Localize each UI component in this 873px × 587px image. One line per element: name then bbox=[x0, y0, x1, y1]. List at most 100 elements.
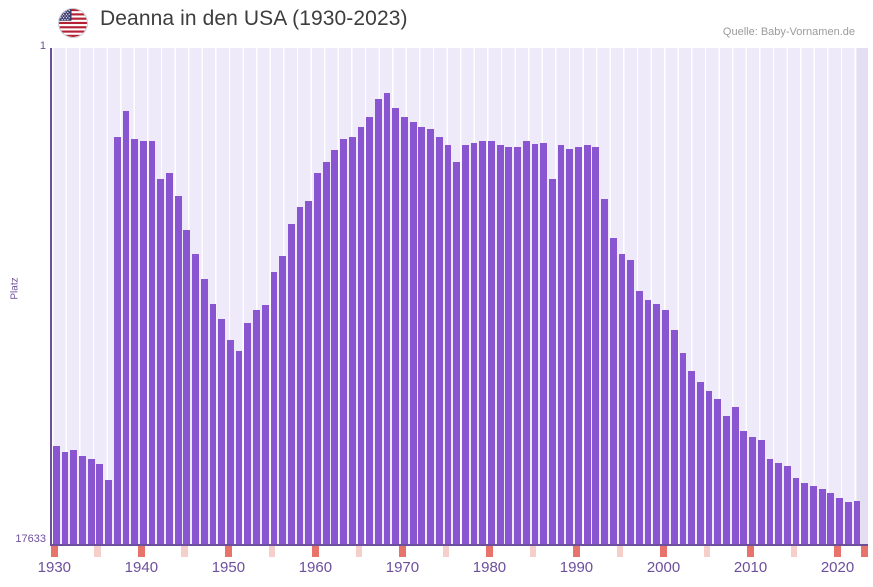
bar[interactable] bbox=[401, 117, 408, 545]
bar[interactable] bbox=[723, 416, 730, 545]
bar[interactable] bbox=[61, 452, 69, 545]
bar[interactable] bbox=[105, 480, 112, 545]
bar[interactable] bbox=[696, 382, 704, 545]
bar[interactable] bbox=[522, 141, 530, 545]
bar[interactable] bbox=[52, 446, 60, 545]
bar[interactable] bbox=[766, 459, 774, 545]
bar[interactable] bbox=[87, 459, 95, 545]
bar[interactable] bbox=[705, 391, 713, 545]
bar[interactable] bbox=[392, 108, 400, 545]
bar[interactable] bbox=[435, 137, 443, 545]
bar[interactable] bbox=[853, 501, 861, 545]
bar[interactable] bbox=[836, 498, 843, 545]
bar[interactable] bbox=[70, 450, 78, 545]
bar[interactable] bbox=[749, 437, 756, 545]
bar[interactable] bbox=[844, 502, 852, 545]
bar[interactable] bbox=[470, 143, 478, 545]
x-axis-labels: 1930 1940 1950 1960 1970 1980 1990 2000 2010 2020 bbox=[38, 559, 868, 583]
bar[interactable] bbox=[287, 224, 295, 545]
bar[interactable] bbox=[488, 141, 495, 545]
bar[interactable] bbox=[818, 489, 826, 545]
bar[interactable] bbox=[357, 127, 365, 545]
bar[interactable] bbox=[314, 173, 321, 545]
bar[interactable] bbox=[348, 137, 356, 545]
bar[interactable] bbox=[609, 238, 617, 545]
bar[interactable] bbox=[122, 111, 130, 545]
bar[interactable] bbox=[279, 256, 286, 545]
bar[interactable] bbox=[218, 319, 226, 545]
bar[interactable] bbox=[453, 162, 461, 545]
bar[interactable] bbox=[714, 399, 722, 545]
x-axis-tick-label: 1930 bbox=[37, 559, 72, 576]
bar[interactable] bbox=[209, 304, 217, 545]
bar[interactable] bbox=[366, 117, 373, 545]
bar[interactable] bbox=[757, 440, 765, 545]
bar[interactable] bbox=[305, 201, 313, 545]
bar[interactable] bbox=[235, 351, 243, 545]
bar[interactable] bbox=[635, 291, 643, 545]
bar[interactable] bbox=[253, 310, 260, 545]
bar[interactable] bbox=[618, 254, 626, 545]
bar[interactable] bbox=[200, 279, 208, 545]
bar[interactable] bbox=[270, 272, 278, 545]
bar[interactable] bbox=[688, 371, 695, 545]
bar[interactable] bbox=[79, 456, 86, 545]
bar[interactable] bbox=[226, 340, 234, 545]
x-tick-major bbox=[861, 546, 868, 557]
bar[interactable] bbox=[322, 162, 330, 545]
bar[interactable] bbox=[592, 147, 600, 545]
bar[interactable] bbox=[96, 464, 104, 545]
bar[interactable] bbox=[540, 143, 548, 545]
bar[interactable] bbox=[166, 173, 173, 545]
bar[interactable] bbox=[340, 139, 347, 545]
bar[interactable] bbox=[792, 478, 800, 545]
bar[interactable] bbox=[679, 353, 687, 545]
bar[interactable] bbox=[148, 141, 156, 545]
bar[interactable] bbox=[418, 127, 426, 545]
bar[interactable] bbox=[261, 305, 269, 545]
bar[interactable] bbox=[296, 207, 304, 545]
x-axis-tick-label: 1980 bbox=[472, 559, 507, 576]
bar[interactable] bbox=[731, 407, 739, 545]
bar[interactable] bbox=[174, 196, 182, 545]
bar[interactable] bbox=[139, 141, 147, 545]
bar[interactable] bbox=[496, 145, 504, 545]
bar[interactable] bbox=[670, 330, 678, 545]
bar[interactable] bbox=[113, 137, 121, 545]
bar[interactable] bbox=[383, 93, 391, 545]
bar[interactable] bbox=[575, 147, 582, 545]
bar[interactable] bbox=[810, 486, 817, 545]
bar[interactable] bbox=[183, 230, 191, 545]
bar[interactable] bbox=[131, 139, 139, 545]
bar[interactable] bbox=[192, 254, 199, 545]
bar[interactable] bbox=[566, 149, 574, 545]
chart-header: Deanna in den USA (1930-2023) Quelle: Ba… bbox=[0, 0, 873, 48]
bar[interactable] bbox=[627, 260, 635, 545]
x-axis-tick-label: 1970 bbox=[385, 559, 420, 576]
bar[interactable] bbox=[479, 141, 487, 545]
bar[interactable] bbox=[801, 483, 809, 545]
bar[interactable] bbox=[783, 466, 791, 545]
bar[interactable] bbox=[244, 323, 252, 545]
bar[interactable] bbox=[531, 144, 539, 545]
bar[interactable] bbox=[514, 147, 521, 545]
bar[interactable] bbox=[644, 300, 652, 545]
bar[interactable] bbox=[557, 145, 565, 545]
bar[interactable] bbox=[374, 99, 382, 545]
bar[interactable] bbox=[775, 463, 782, 545]
bar[interactable] bbox=[601, 199, 608, 545]
bar[interactable] bbox=[461, 145, 469, 545]
bar[interactable] bbox=[331, 150, 339, 545]
bar[interactable] bbox=[548, 179, 556, 545]
bar[interactable] bbox=[444, 145, 452, 545]
bar[interactable] bbox=[157, 179, 165, 545]
bar[interactable] bbox=[827, 493, 835, 545]
bar[interactable] bbox=[505, 147, 513, 545]
bar[interactable] bbox=[409, 122, 417, 545]
bar[interactable] bbox=[740, 431, 748, 545]
bar[interactable] bbox=[427, 129, 434, 545]
bar[interactable] bbox=[653, 304, 661, 545]
bar[interactable] bbox=[662, 310, 669, 545]
bar[interactable] bbox=[583, 145, 591, 545]
